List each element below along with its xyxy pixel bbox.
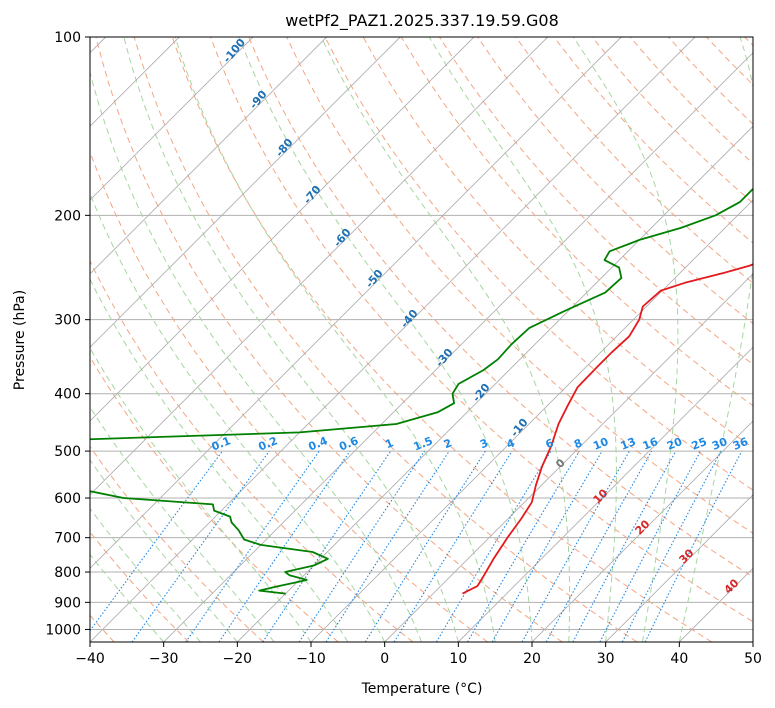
mixing-ratio-line-25 (599, 450, 701, 642)
y-tick-label-200: 200 (54, 208, 81, 224)
plot-frame (89, 36, 754, 643)
chart-title: wetPf2_PAZ1.2025.337.19.59.G08 (285, 11, 559, 31)
mixing-ratio-line-16 (545, 450, 653, 642)
isotherm--10 (310, 199, 753, 642)
dry-adiabat-60 (248, 37, 753, 578)
plot-area (90, 37, 753, 642)
mixing-ratio-label-1: 1 (383, 436, 395, 451)
mixing-ratio-line-1.5 (298, 450, 425, 642)
moist-adiabat-40 (678, 37, 753, 642)
moist-adiabat-0 (90, 192, 386, 642)
isotherm--40 (90, 37, 696, 642)
mixing-ratio-label-8: 8 (572, 436, 584, 451)
mixing-ratio-line-3 (364, 450, 486, 642)
mixing-ratio-label-20: 20 (665, 435, 684, 453)
x-tick-label-20: 20 (523, 651, 541, 667)
y-axis: 100 200 300 400 500 600 700 800 900 1000 (45, 30, 90, 638)
y-tick-label-400: 400 (54, 387, 81, 403)
dry-adiabat-50 (210, 37, 753, 623)
mixing-ratio-label-3: 3 (478, 436, 490, 451)
isotherm-0 (384, 273, 753, 642)
dry-adiabat-0 (90, 259, 414, 642)
isotherm--90 (90, 37, 328, 275)
y-tick-label-100: 100 (54, 30, 81, 46)
moist-adiabat-15 (174, 37, 496, 642)
mixing-ratio-label-10: 10 (591, 435, 610, 453)
isotherm--80 (90, 37, 401, 348)
mixing-ratio-line-4 (393, 450, 513, 642)
y-axis-title: Pressure (hPa) (12, 290, 28, 390)
dry-adiabat-70 (286, 37, 753, 534)
x-axis-title: Temperature (°C) (361, 681, 483, 697)
moist-adiabat--20 (90, 459, 238, 642)
mixing-ratio-label-30: 30 (710, 435, 729, 453)
isotherm-20 (531, 420, 753, 642)
moist-adiabat--30 (90, 553, 165, 642)
mixing-ratio-line-0.2 (131, 450, 270, 642)
mixing-ratio-line-6 (435, 450, 552, 642)
mixing-ratio-line-1 (262, 450, 392, 642)
moist-adiabat-35 (572, 37, 679, 642)
mixing-ratio-line-30 (621, 450, 722, 642)
y-tick-label-800: 800 (54, 565, 81, 581)
isotherm--20 (236, 125, 753, 642)
skewed-isotherms (90, 37, 753, 642)
mixing-ratio-lines (90, 450, 743, 642)
moist-adiabats (90, 37, 753, 642)
moist-adiabat--5 (90, 278, 349, 642)
y-tick-label-300: 300 (54, 313, 81, 329)
x-tick-label-50: 50 (744, 651, 762, 667)
dry-adiabat--20 (90, 445, 264, 642)
x-tick-label--20: −20 (223, 651, 253, 667)
mixing-ratio-line-13 (521, 450, 630, 642)
mixing-ratio-label-36: 36 (731, 435, 750, 453)
moist-adiabat-25 (320, 37, 571, 642)
isotherm--50 (90, 37, 622, 569)
isotherm--30 (163, 52, 753, 642)
mixing-ratio-line-2 (325, 450, 450, 642)
moist-adiabat-20 (238, 37, 533, 642)
temperature-line (462, 263, 753, 595)
mixing-ratio-label-2: 2 (442, 436, 454, 451)
x-tick-label--30: −30 (149, 651, 179, 667)
dry-adiabat-80 (324, 37, 753, 491)
x-tick-label-10: 10 (449, 651, 467, 667)
dry-adiabat-20 (95, 37, 563, 642)
isotherm--60 (90, 37, 549, 496)
y-tick-label-700: 700 (54, 531, 81, 547)
dry-adiabat-30 (133, 37, 638, 642)
mixing-ratio-line-20 (572, 450, 677, 642)
y-tick-label-900: 900 (54, 595, 81, 611)
dry-adiabat-130 (515, 37, 753, 284)
mixing-ratio-label-16: 16 (641, 435, 660, 453)
mixing-ratio-line-0.1 (90, 450, 223, 632)
mixing-ratio-line-0.4 (185, 450, 320, 642)
mixing-ratio-label-25: 25 (690, 435, 709, 453)
x-tick-label-30: 30 (597, 651, 615, 667)
moist-adiabat-10 (123, 37, 459, 642)
x-axis: −40 −30 −20 −10 0 10 20 30 40 50 (75, 642, 762, 667)
mixing-ratio-line-36 (644, 450, 743, 642)
moist-adiabat--15 (90, 406, 275, 642)
x-tick-label-40: 40 (670, 651, 688, 667)
moist-adiabat--25 (90, 507, 201, 642)
isotherm--70 (90, 37, 475, 422)
isotherm-10 (457, 346, 753, 642)
x-tick-label--40: −40 (75, 651, 105, 667)
x-tick-label--10: −10 (296, 651, 326, 667)
y-tick-label-1000: 1000 (45, 622, 81, 638)
dry-adiabat-40 (171, 37, 712, 642)
y-tick-label-500: 500 (54, 444, 81, 460)
moist-adiabat-5 (90, 70, 422, 642)
isotherm-30 (605, 494, 753, 642)
x-tick-label-0: 0 (380, 651, 389, 667)
dewpoint-line (90, 187, 753, 595)
moist-adiabat-30 (428, 37, 617, 642)
profile-lines (90, 187, 753, 595)
mixing-ratio-line-0.6 (218, 450, 351, 642)
y-tick-label-600: 600 (54, 491, 81, 507)
mixing-ratio-label-13: 13 (619, 435, 638, 453)
isotherm--100 (90, 37, 254, 201)
